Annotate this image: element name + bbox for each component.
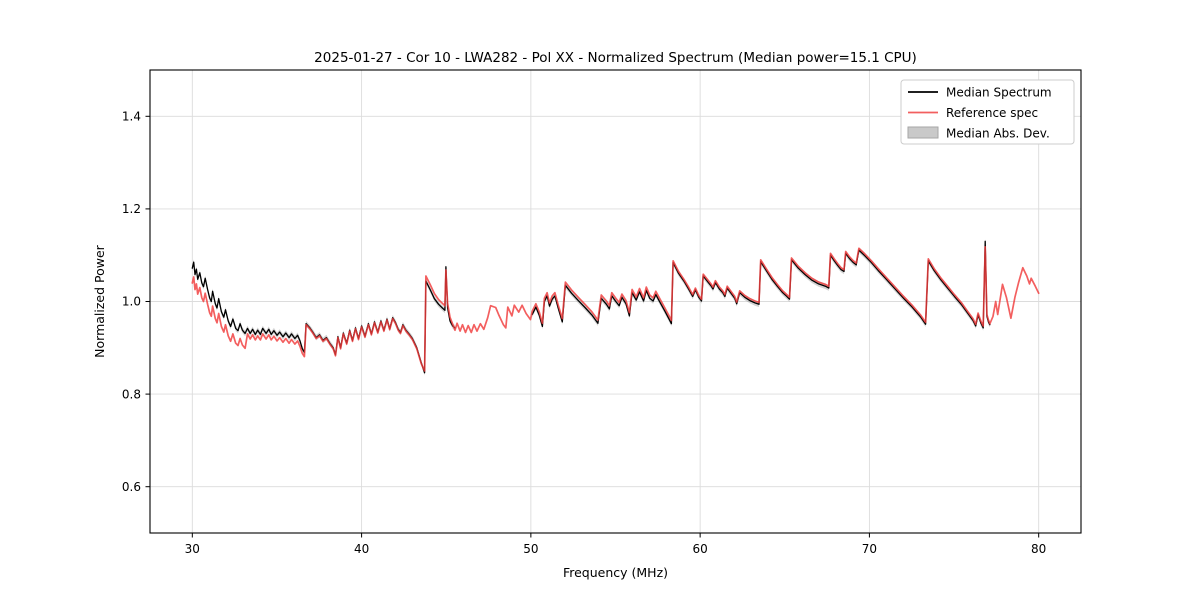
- y-tick-label: 0.6: [122, 480, 141, 494]
- mad-band: [192, 259, 456, 376]
- legend: Median Spectrum Reference spec Median Ab…: [900, 79, 1075, 145]
- reference-spec-line: [191, 246, 1040, 372]
- y-tick-label: 1.0: [122, 295, 141, 309]
- legend-label-median: Median Spectrum: [946, 85, 1052, 99]
- ticks-layer: 30 40 50 60 70 80 0.6 0.8 1.0 1.2 1.4: [122, 110, 1046, 557]
- x-tick-label: 60: [692, 542, 707, 556]
- x-tick-label: 80: [1031, 542, 1046, 556]
- x-axis-label: Frequency (MHz): [563, 565, 668, 580]
- y-tick-label: 0.8: [122, 387, 141, 401]
- y-tick-label: 1.2: [122, 202, 141, 216]
- y-axis-label: Normalized Power: [92, 244, 107, 358]
- legend-box: [900, 79, 1075, 145]
- y-tick-label: 1.4: [122, 110, 141, 124]
- legend-label-reference: Reference spec: [946, 106, 1038, 120]
- x-tick-label: 70: [862, 542, 877, 556]
- chart-title: 2025-01-27 - Cor 10 - LWA282 - Pol XX - …: [314, 50, 917, 66]
- median-spectrum-line: [531, 240, 991, 329]
- x-tick-label: 30: [185, 542, 200, 556]
- series-layer: [191, 238, 1040, 376]
- legend-label-mad: Median Abs. Dev.: [946, 126, 1050, 140]
- median-spectrum-line: [191, 261, 456, 374]
- x-tick-label: 50: [523, 542, 538, 556]
- legend-mad-patch-sample: [907, 126, 939, 139]
- x-tick-label: 40: [354, 542, 369, 556]
